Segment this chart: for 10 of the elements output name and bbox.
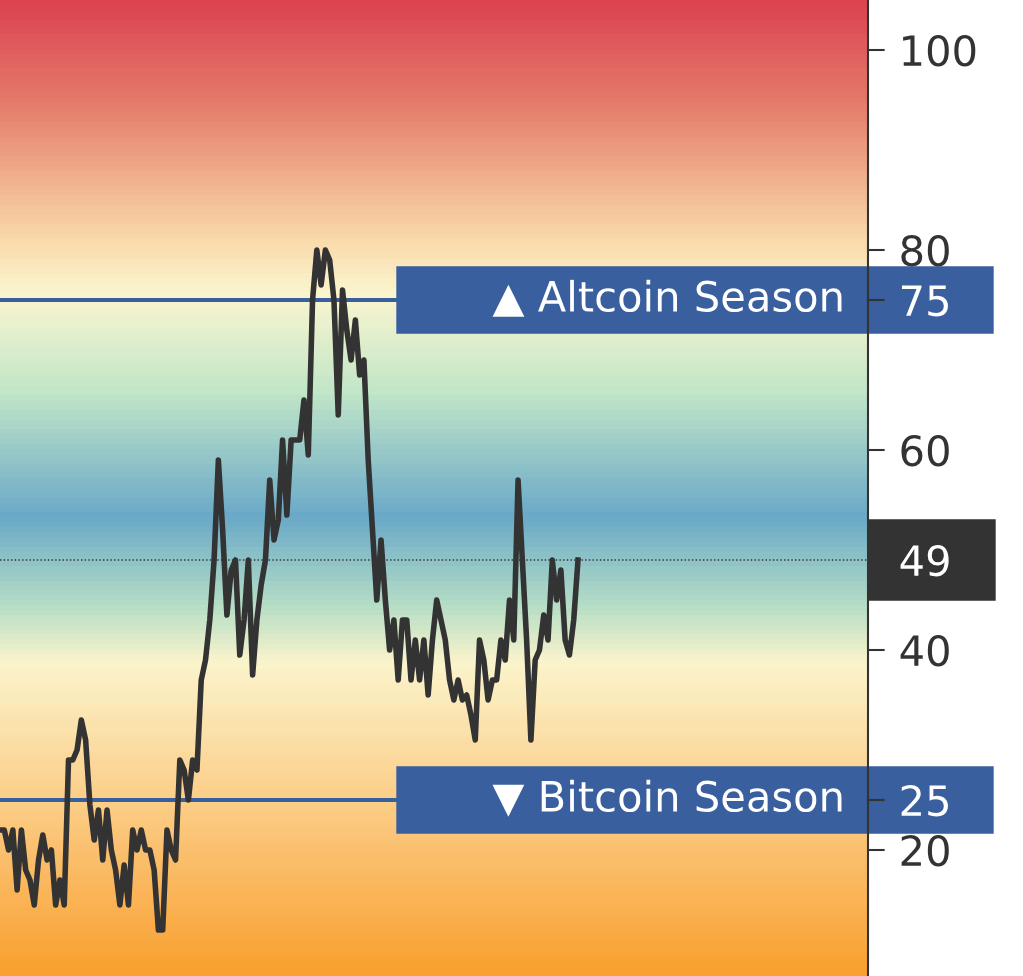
ref-line-label: ▲ Altcoin Season <box>492 279 842 317</box>
y-tick-label: 80 <box>901 234 949 267</box>
y-tick-label: 60 <box>901 434 949 467</box>
y-tick-label: 40 <box>900 634 949 667</box>
y-tick-label: 75 <box>901 285 948 317</box>
y-tick-label: 25 <box>901 784 948 817</box>
ref-line-label: ▼ Bitcoin Season <box>492 779 842 817</box>
y-tick-label: 100 <box>903 34 976 67</box>
y-tick-label: 49 <box>900 544 949 577</box>
y-tick-label: 20 <box>901 834 949 867</box>
